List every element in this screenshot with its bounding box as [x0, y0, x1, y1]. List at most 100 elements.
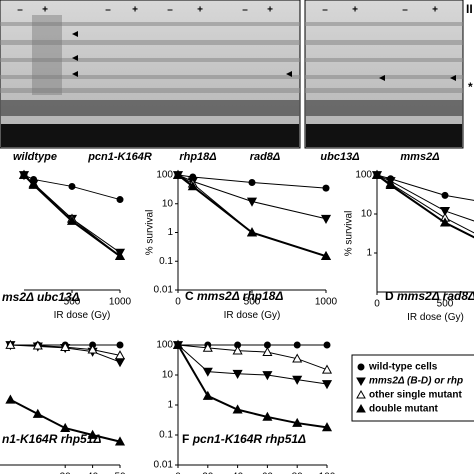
panel-title-text: mms2Δ rhp18Δ	[197, 289, 283, 303]
marker	[32, 408, 43, 418]
panel-title: F pcn1-K164R rhp51Δ	[182, 432, 306, 446]
legend-label: double mutant	[369, 404, 439, 415]
panel-title-text: mms2Δ rad8Δ	[397, 289, 474, 303]
y-axis-label: % survival	[344, 211, 355, 257]
x-axis-label: IR dose (Gy)	[224, 310, 281, 321]
marker	[320, 214, 332, 225]
panel: 0 20 40 60 80 100 100 10 1 0.1 0.01 F pcn1-K164R rh…	[154, 340, 336, 474]
marker	[248, 178, 256, 186]
panel-title: ms2Δ ubc13Δ	[2, 290, 80, 304]
marker	[321, 422, 333, 432]
marker	[234, 341, 242, 349]
series-line	[177, 344, 328, 429]
marker	[232, 345, 243, 355]
y-tick-label: 100	[156, 170, 173, 181]
legend-symbol	[356, 389, 366, 399]
lane-treatment: –	[402, 5, 408, 16]
panel-letter: C	[185, 289, 194, 303]
lane-treatment: –	[242, 5, 248, 16]
panel: 0 500 1000 100 10 1 0.1 0.01 % survival IR dose (…	[145, 170, 338, 321]
marker	[187, 181, 198, 191]
marker	[321, 364, 333, 374]
marker	[68, 182, 76, 190]
marker	[232, 369, 243, 379]
marker	[114, 436, 126, 446]
genotype-label: rad8Δ	[250, 151, 281, 163]
lane-treatment: –	[322, 5, 328, 16]
x-tick-label: 500	[64, 297, 81, 308]
lane-treatment: –	[167, 5, 173, 16]
marker	[322, 184, 330, 192]
marker	[5, 339, 16, 349]
series-line	[376, 174, 474, 239]
legend-marker	[356, 377, 366, 387]
legend-label: other single mutant	[369, 390, 462, 401]
x-tick-label: 100	[319, 472, 336, 474]
y-tick-label: 1	[167, 400, 173, 411]
marker	[66, 215, 78, 225]
x-tick-label: 500	[437, 299, 454, 310]
cropped-label: II	[466, 2, 473, 16]
marker	[172, 169, 184, 179]
legend-label: wild-type cells	[368, 362, 438, 373]
marker	[323, 341, 331, 349]
marker	[5, 394, 16, 404]
marker	[385, 179, 396, 189]
panel-letter: F	[182, 432, 189, 446]
marker	[439, 207, 451, 217]
series-line	[177, 174, 327, 220]
genotype-label: rhp18Δ	[179, 151, 216, 163]
panel-title: C mms2Δ rhp18Δ	[185, 289, 283, 303]
series-line	[177, 174, 327, 189]
legend-symbol	[356, 377, 366, 387]
legend-marker	[356, 389, 366, 399]
series-line	[23, 174, 121, 257]
marker	[60, 341, 71, 351]
y-tick-label: 100	[355, 170, 372, 181]
marker	[371, 169, 383, 179]
x-tick-label: 0	[175, 472, 181, 474]
marker	[246, 197, 258, 207]
marker	[202, 342, 213, 352]
panel-title-text: ms2Δ ubc13Δ	[2, 290, 80, 304]
lane-treatment: +	[267, 5, 273, 16]
marker	[320, 250, 332, 261]
x-tick-label: 30	[60, 472, 72, 474]
y-tick-label: 10	[361, 209, 373, 220]
panel: 500 1000 IR dose (Gy) ms2Δ ubc13Δ	[2, 169, 132, 321]
lane-treatment: –	[17, 5, 23, 16]
lane-treatment: +	[197, 5, 203, 16]
blot-image	[0, 0, 464, 149]
marker	[321, 380, 333, 390]
series-line	[23, 174, 121, 201]
marker	[18, 169, 30, 179]
marker	[116, 341, 124, 349]
lane-treatment: +	[132, 5, 138, 16]
legend-symbol	[357, 363, 365, 371]
lane-treatment: –	[105, 5, 111, 16]
x-tick-label: 0	[374, 299, 380, 310]
legend: wild-type cells mms2Δ (B-D) or rhp other s…	[351, 354, 474, 422]
lane-treatment: +	[352, 5, 358, 16]
legend-label: mms2Δ (B-D) or rhp	[369, 376, 463, 387]
marker	[293, 341, 301, 349]
x-tick-label: 1000	[109, 297, 132, 308]
marker	[114, 350, 126, 360]
x-axis-label-text: IR dose (Gy)	[54, 310, 111, 321]
lane-treatment: +	[42, 5, 48, 16]
y-tick-label: 0.01	[154, 285, 174, 296]
series-line	[177, 344, 328, 385]
y-tick-label: 10	[162, 370, 174, 381]
x-tick-label: 40	[87, 472, 99, 474]
x-axis-label: IR dose (Gy)	[54, 310, 111, 321]
y-tick-label: 0.1	[159, 256, 173, 267]
asterisk: *	[468, 80, 473, 94]
panel: 0 500 100 10 1 % survival IR dose (Gy) D mms2Δ …	[344, 170, 474, 323]
genotype-label: mms2Δ	[400, 151, 439, 163]
marker	[246, 227, 258, 237]
panel: 304050UV-C (Jm-2)n1-K164R rhp51Δ	[0, 339, 126, 474]
marker	[114, 250, 126, 261]
panel-title: D mms2Δ rad8Δ	[385, 289, 474, 303]
x-tick-label: 60	[262, 472, 274, 474]
